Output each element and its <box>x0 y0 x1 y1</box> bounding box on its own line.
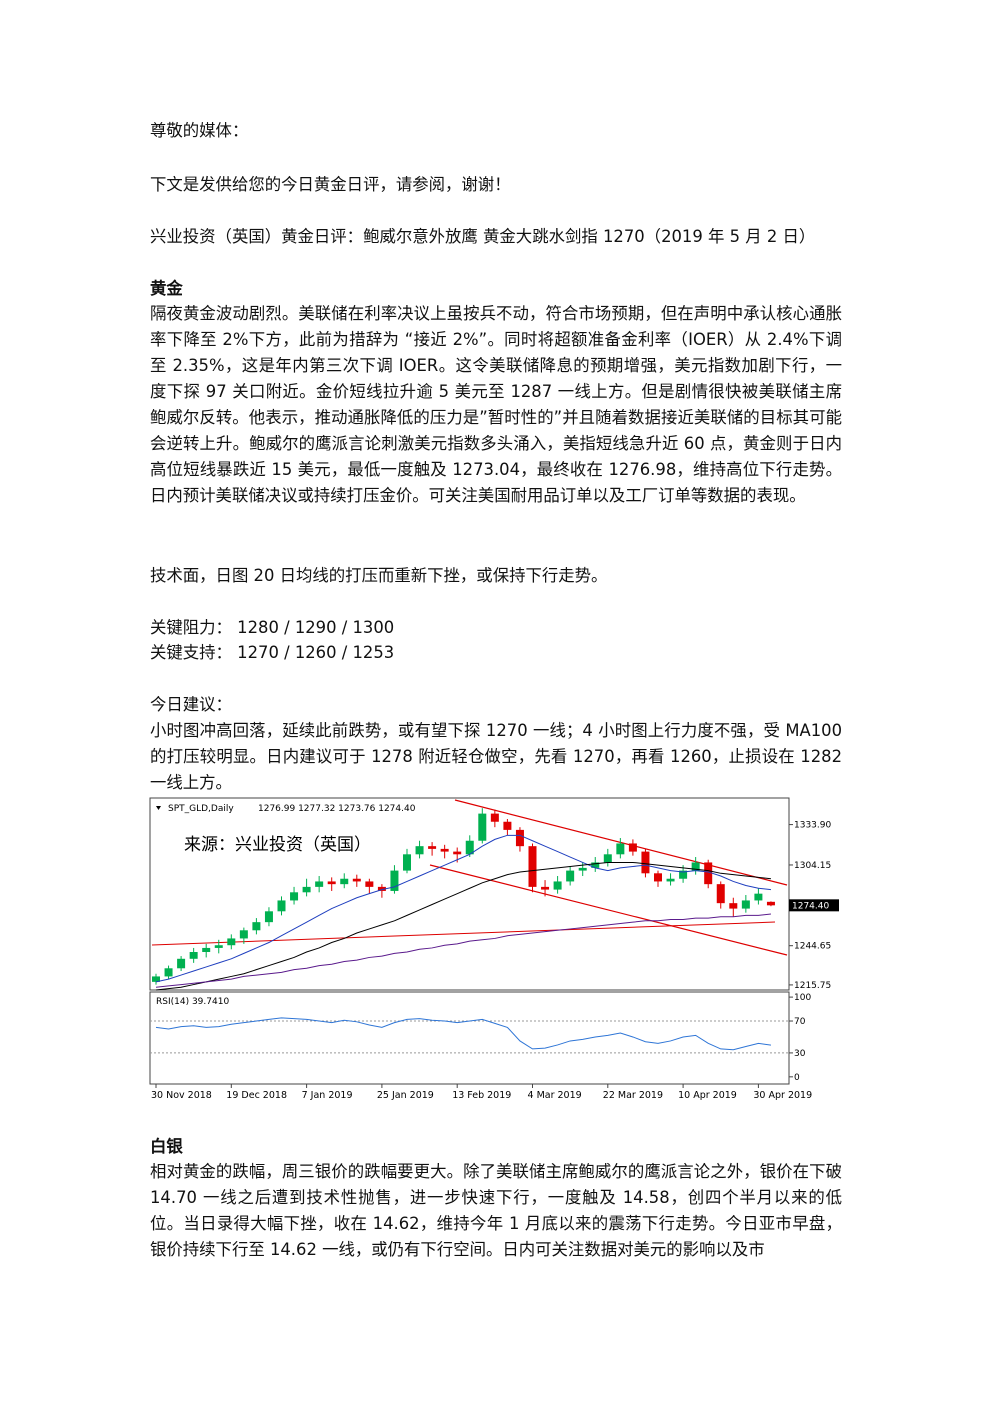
price-tag: 1274.40 <box>792 901 829 911</box>
rsi-line <box>155 1017 772 1051</box>
x-tick-label: 30 Nov 2018 <box>151 1090 212 1101</box>
candle-body <box>616 843 625 855</box>
y-tick-label: 30 <box>794 1049 806 1059</box>
candle-body <box>365 881 374 887</box>
candle-body <box>465 840 474 855</box>
chart: SPT_GLD,Daily 1276.99 1277.32 1273.76 12… <box>149 797 839 1101</box>
moving-average <box>155 834 772 983</box>
moving-average <box>155 913 772 988</box>
y-tick-label: 0 <box>794 1073 800 1083</box>
trend-line <box>454 799 788 886</box>
candle-body <box>654 873 662 882</box>
candle-body <box>415 846 424 855</box>
paragraph: 相对黄金的跌幅，周三银价的跌幅要更大。除了美联储主席鲍威尔的鹰派言论之外，银价在… <box>150 1162 842 1259</box>
x-tick-label: 13 Feb 2019 <box>452 1090 511 1101</box>
candle-body <box>628 843 637 852</box>
x-tick-label: 19 Dec 2018 <box>226 1090 287 1101</box>
candle-body <box>691 862 700 871</box>
x-tick-label: 25 Jan 2019 <box>377 1090 434 1101</box>
candle-body <box>277 900 286 912</box>
x-tick-label: 7 Jan 2019 <box>302 1090 353 1101</box>
symbol: SPT_GLD,Daily <box>168 804 234 814</box>
y-tick-label: 100 <box>794 993 811 1003</box>
paragraph: 小时图冲高回落，延续此前跌势，或有望下探 1270 一线；4 小时图上行力度不强… <box>150 721 842 792</box>
rsi-title: RSI(14) 39.7410 <box>156 997 229 1007</box>
candle-body <box>704 862 713 885</box>
candle-body <box>352 878 361 882</box>
paragraph: 技术面，日图 20 日均线的打压而重新下挫，或保持下行走势。 <box>150 566 608 585</box>
candle-body <box>214 945 223 948</box>
candle-body <box>340 878 349 885</box>
candle-body <box>202 947 211 953</box>
section-heading: 黄金 <box>150 279 183 298</box>
candle-body <box>252 922 261 931</box>
y-tick-label: 70 <box>794 1017 806 1027</box>
x-tick-label: 10 Apr 2019 <box>678 1090 737 1101</box>
candle-body <box>152 976 160 982</box>
paragraph: 隔夜黄金波动剧烈。美联储在利率决议上虽按兵不动，符合市场预期，但在声明中承认核心… <box>150 304 842 505</box>
candle-body <box>603 854 612 863</box>
candle-body <box>264 911 273 923</box>
moving-average <box>155 861 772 991</box>
resistance: 关键阻力： 1280 / 1290 / 1300 <box>150 618 395 637</box>
advice-heading: 今日建议： <box>150 695 232 714</box>
candle-body <box>490 813 499 822</box>
candle-body <box>327 881 336 885</box>
headline: 兴业投资（英国）黄金日评：鲍威尔意外放鹰 黄金大跳水剑指 1270（2019 年… <box>150 227 816 246</box>
candle-body <box>679 870 688 879</box>
candle-body <box>177 958 186 969</box>
candle-body <box>641 851 650 874</box>
candle-body <box>503 821 512 830</box>
y-tick-label: 1215.75 <box>794 981 831 991</box>
candle-body <box>578 867 587 871</box>
intro: 下文是发供给您的今日黄金日评，请参阅，谢谢！ <box>150 175 511 194</box>
price-tag-bg <box>789 899 839 912</box>
candle-body <box>227 938 236 946</box>
candle-body <box>164 968 173 977</box>
candle-body <box>741 900 750 909</box>
x-tick-label: 22 Mar 2019 <box>603 1090 663 1101</box>
candle-body <box>440 848 449 852</box>
candle-body <box>189 952 198 959</box>
candle-body <box>754 893 763 901</box>
y-tick-label: 1333.90 <box>794 821 831 831</box>
candle-body <box>239 930 248 939</box>
candle-body <box>302 886 311 893</box>
candle-body <box>591 862 600 868</box>
candle-body <box>553 881 562 890</box>
candle-body <box>428 846 437 849</box>
candle-body <box>566 870 575 882</box>
ohlc: 1276.99 1277.32 1273.76 1274.40 <box>258 804 416 814</box>
price-panel <box>149 797 790 991</box>
candle-body <box>541 886 550 890</box>
section-heading: 白银 <box>150 1137 183 1156</box>
watermark: 来源：兴业投资（英国） <box>184 835 371 855</box>
y-tick-label: 1244.65 <box>794 942 831 952</box>
candle-body <box>515 829 524 847</box>
support: 关键支持： 1270 / 1260 / 1253 <box>150 643 395 662</box>
candle-body <box>666 878 675 882</box>
x-tick-label: 30 Apr 2019 <box>753 1090 812 1101</box>
candle-body <box>716 884 725 904</box>
candle-body <box>403 854 411 871</box>
greeting: 尊敬的媒体： <box>150 121 249 140</box>
candle-body <box>290 892 299 901</box>
icon <box>156 806 161 810</box>
candle-body <box>390 870 399 891</box>
y-tick-label: 1304.15 <box>794 861 831 871</box>
candle-body <box>315 881 324 887</box>
rsi-panel <box>149 991 790 1085</box>
candle-body <box>528 846 537 887</box>
candle-body <box>453 851 462 855</box>
x-tick-label: 4 Mar 2019 <box>528 1090 582 1101</box>
candle-body <box>478 813 487 841</box>
candle-body <box>729 903 738 909</box>
candle-body <box>766 901 775 906</box>
candle-body <box>377 886 386 891</box>
